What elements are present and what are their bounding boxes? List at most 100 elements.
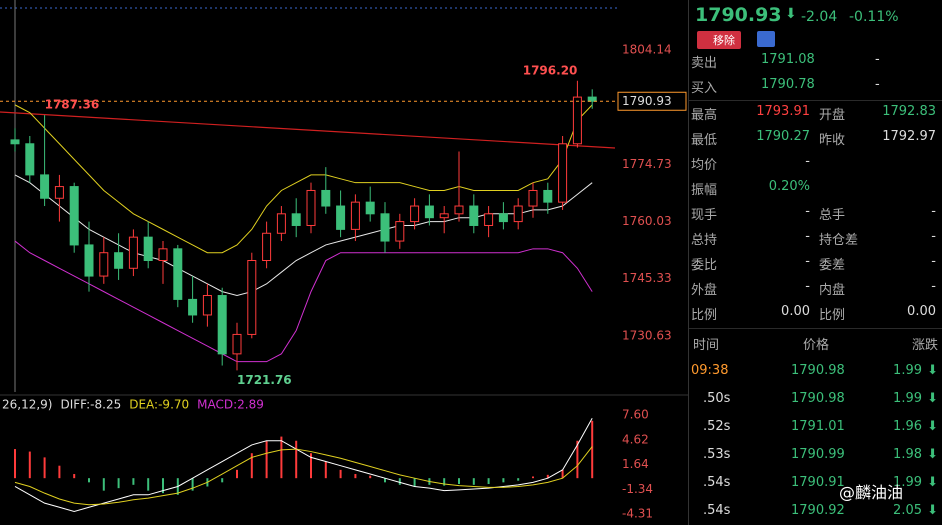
y-tick-label: 1730.63 <box>622 328 672 342</box>
candle-body <box>232 333 242 355</box>
macd-tick-label: -1.34 <box>622 482 653 496</box>
candle-body <box>99 252 109 277</box>
stat-label: 总手 <box>819 208 846 223</box>
band-line <box>14 174 593 297</box>
stat-label: 振幅 <box>691 183 718 198</box>
y-tick-label: 1804.14 <box>622 42 672 56</box>
watermark: @麟油油 <box>839 483 904 502</box>
price-annotation: 1721.76 <box>237 373 292 387</box>
candle-body <box>262 232 272 261</box>
y-tick-label: 1745.33 <box>622 271 672 285</box>
stat-label: 委差 <box>819 258 846 273</box>
macd-diff-line <box>14 418 593 512</box>
candle-body <box>410 205 420 223</box>
candle-body <box>395 221 405 242</box>
candle-body <box>572 96 582 145</box>
stat-value: - <box>931 279 936 294</box>
candle-body <box>424 205 434 219</box>
stat-label: 委比 <box>691 258 718 273</box>
stat-label: 最高 <box>691 108 718 123</box>
down-arrow: ⬇ <box>927 475 938 490</box>
macd-dea-line <box>14 446 593 506</box>
stat-value: 1792.83 <box>882 104 936 119</box>
trade-price: 1791.01 <box>791 419 845 434</box>
trade-time: 09:38 <box>691 363 729 378</box>
macd-tick-label: 1.64 <box>622 457 649 471</box>
trade-time: .54s <box>703 475 731 490</box>
stat-value: 0.00 <box>781 304 810 319</box>
candle-body <box>321 189 331 207</box>
trade-change: 1.99 <box>893 363 922 378</box>
trade-price: 1790.98 <box>791 391 845 406</box>
candle-body <box>40 174 50 199</box>
remove-button[interactable]: 移除 <box>697 31 741 49</box>
candle-body <box>173 248 183 300</box>
trade-price: 1790.92 <box>791 503 845 518</box>
candle-body <box>587 96 597 102</box>
stat-label: 开盘 <box>819 108 846 123</box>
price-annotation: 1787.36 <box>45 98 100 112</box>
stat-value: - <box>805 229 810 244</box>
macd-tick-label: 7.60 <box>622 407 649 421</box>
book-label: 卖出 <box>691 56 718 71</box>
stat-value: 1790.27 <box>756 129 810 144</box>
stat-value: 1793.91 <box>756 104 810 119</box>
quote-price: 1790.93 <box>695 4 782 26</box>
candle-body <box>558 143 568 203</box>
candle-body <box>513 205 523 223</box>
candle-body <box>188 298 198 316</box>
band-line <box>14 104 593 254</box>
last-price-label: 1790.93 <box>622 94 672 108</box>
macd-legend: DEA:-9.70 <box>129 398 189 412</box>
candle-body <box>469 205 479 226</box>
stat-label: 现手 <box>691 208 718 223</box>
down-arrow: ⬇ <box>927 363 938 378</box>
stat-label: 昨收 <box>819 133 846 148</box>
candle-body <box>498 213 508 223</box>
candle-body <box>439 213 449 219</box>
stat-label: 比例 <box>691 308 718 323</box>
stat-label: 外盘 <box>691 283 718 298</box>
candle-body <box>276 213 286 234</box>
stat-value: 0.00 <box>907 304 936 319</box>
book-label: 买入 <box>691 81 718 96</box>
macd-legend: 26,12,9) <box>2 398 52 412</box>
stat-value: 0.20% <box>768 179 810 194</box>
trend-line <box>0 111 616 149</box>
stat-value: 1792.97 <box>882 129 936 144</box>
book-price: 1791.08 <box>761 52 815 67</box>
y-tick-label: 1760.03 <box>622 214 672 228</box>
candle-body <box>306 189 316 226</box>
band-line <box>14 240 593 363</box>
separator <box>689 328 942 329</box>
trade-price: 1790.99 <box>791 447 845 462</box>
candle-body <box>25 143 35 176</box>
stat-value: - <box>805 154 810 169</box>
trade-time: .50s <box>703 391 731 406</box>
trades-header: 时间 <box>693 338 720 353</box>
chart: 1804.14 1774.73 1760.03 1745.33 1730.63 1790.… <box>0 0 688 521</box>
candle-body <box>84 244 94 277</box>
alert-button[interactable] <box>757 31 775 47</box>
trade-change: 2.05 <box>893 503 922 518</box>
candle-body <box>10 139 20 145</box>
quote-change: -2.04 <box>801 9 838 25</box>
macd-tick-label: -4.31 <box>622 507 653 521</box>
stat-label: 最低 <box>691 133 718 148</box>
candle-body <box>202 295 212 316</box>
down-arrow: ⬇ <box>927 503 938 518</box>
macd-tick-label: 4.62 <box>622 432 649 446</box>
y-tick-label: 1774.73 <box>622 157 672 171</box>
candle-body <box>158 248 168 261</box>
candle-body <box>350 201 360 230</box>
stat-value: - <box>931 204 936 219</box>
candle-body <box>217 295 227 355</box>
candle-body <box>380 213 390 242</box>
book-volume: - <box>875 77 880 92</box>
quote-panel: 1790.93 ⬇ -2.04 -0.11% 移除 卖出 1791.08- 买入 1790.78… <box>688 0 942 525</box>
price-annotation: 1796.20 <box>523 63 578 77</box>
trade-change: 1.98 <box>893 447 922 462</box>
stat-value: - <box>931 254 936 269</box>
stat-value: - <box>931 229 936 244</box>
stat-value: - <box>805 204 810 219</box>
